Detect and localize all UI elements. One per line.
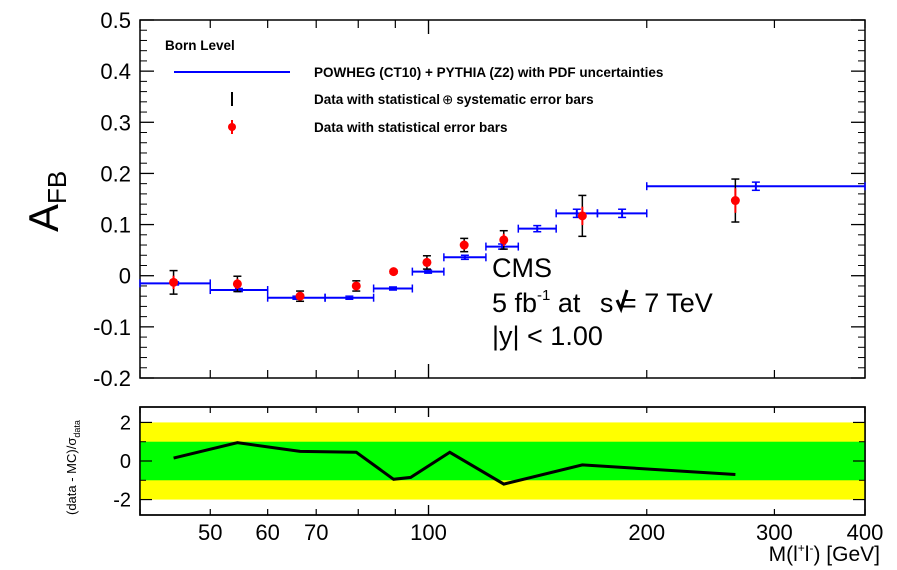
main-y-tick-label: -0.1: [93, 315, 131, 340]
data-point: [499, 235, 509, 245]
x-axis-label: M(l+l-) [GeV]: [769, 541, 880, 566]
x-axis-label-end: ) [GeV]: [813, 543, 880, 566]
legend-total-error-text-a: Data with statistical: [314, 92, 440, 107]
cms-label: CMS: [492, 253, 552, 283]
ratio-y-tick-label: -2: [113, 490, 131, 512]
x-tick-label: 100: [410, 520, 447, 545]
main-y-tick-label: 0.4: [100, 59, 131, 84]
x-tick-label: 70: [304, 520, 328, 545]
x-tick-label: 200: [628, 520, 665, 545]
lumi-at: at: [550, 288, 588, 318]
ratio-y-tick-label: 2: [120, 412, 131, 434]
main-y-tick-label: 0.5: [100, 8, 131, 33]
main-y-axis-label: AFB: [20, 171, 72, 232]
legend-mc-label: POWHEG (CT10) + PYTHIA (Z2) with PDF unc…: [314, 65, 663, 80]
legend: Born Level POWHEG (CT10) + PYTHIA (Z2) w…: [165, 38, 663, 135]
data-point: [295, 291, 305, 301]
data-point: [232, 279, 242, 289]
legend-header: Born Level: [165, 38, 235, 53]
x-axis-label-minus: -: [809, 541, 813, 555]
main-y-tick-label: 0.2: [100, 161, 131, 186]
x-axis-label-l2: l: [805, 543, 810, 566]
main-plot-frame: [139, 19, 866, 379]
x-tick-label: 50: [198, 520, 222, 545]
lumi-energy-label: 5 fb-1 at s = 7 TeV: [492, 287, 713, 318]
main-x-ticks: [139, 20, 866, 378]
x-axis-label-a: M(l: [769, 543, 798, 566]
ratio-plot-border: [139, 406, 866, 516]
x-tick-label: 60: [255, 520, 279, 545]
data-point: [422, 257, 432, 267]
legend-stat-error-label: Data with statistical error bars: [314, 120, 508, 135]
ratio-panel: 2 0 -2 50 60 70 100 200 300 400 (data - MC)/σdat…: [64, 406, 884, 566]
data-points: [169, 178, 740, 303]
ratio-x-ticks: 50 60 70 100 200 300 400: [139, 407, 884, 545]
cms-annotation: CMS 5 fb-1 at s = 7 TeV |y| < 1.00: [492, 253, 713, 351]
legend-total-error-text-b: systematic error bars: [456, 92, 593, 107]
legend-stat-error-marker: [228, 123, 236, 131]
ratio-y-axis-label-main: (data - MC)/σ: [64, 438, 79, 515]
ratio-y-axis-label: (data - MC)/σdata: [64, 420, 82, 515]
ratio-band: [140, 441, 865, 481]
x-tick-label: 300: [756, 520, 793, 545]
main-y-axis-label-main: A: [20, 204, 67, 232]
rapidity-label: |y| < 1.00: [492, 321, 603, 351]
main-y-tick-label: 0: [119, 264, 131, 289]
data-point: [351, 281, 361, 291]
x-tick-label: 400: [847, 520, 884, 545]
data-point: [389, 267, 399, 277]
ratio-y-tick-label: 0: [120, 451, 131, 473]
legend-oplus-symbol: ⊕: [442, 92, 453, 107]
main-y-tick-label: 0.3: [100, 110, 131, 135]
main-panel: 0.5 0.4 0.3 0.2 0.1 0 -0.1 -0.2 AFB Born Level …: [20, 8, 866, 391]
ratio-y-ticks: 2 0 -2: [113, 412, 865, 512]
lumi-exponent: -1: [537, 287, 550, 304]
lumi-value: 5 fb: [492, 288, 537, 318]
data-point: [459, 240, 469, 250]
sqrt-icon: [615, 289, 629, 314]
main-y-ticks: 0.5 0.4 0.3 0.2 0.1 0 -0.1 -0.2: [93, 8, 865, 391]
ratio-bands: [140, 422, 865, 500]
data-point: [577, 211, 587, 221]
data-point: [169, 277, 179, 287]
ratio-y-axis-label-sub: data: [72, 420, 82, 438]
main-y-tick-label: -0.2: [93, 366, 131, 391]
main-y-tick-label: 0.1: [100, 213, 131, 238]
legend-total-error-label: Data with statistical ⊕ systematic error b…: [314, 92, 594, 107]
main-y-axis-label-sub: FB: [42, 171, 72, 204]
x-axis-label-plus: +: [798, 541, 805, 555]
data-point: [730, 196, 740, 206]
ratio-line: [173, 441, 736, 486]
